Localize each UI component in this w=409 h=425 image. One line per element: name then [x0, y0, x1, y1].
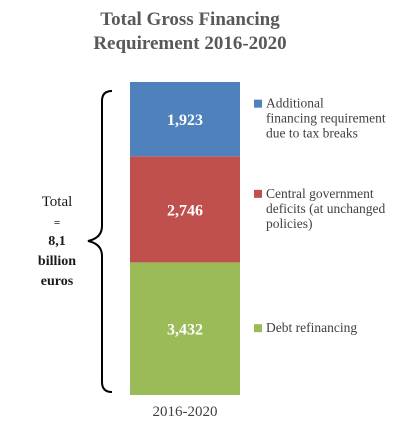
x-tick-label: 2016-2020: [153, 404, 218, 420]
total-value: 8,1: [48, 234, 66, 249]
legend-swatch-1: [254, 324, 262, 333]
total-brace: [87, 90, 113, 393]
legend-label-3-line-2: financing requirement: [266, 111, 386, 126]
total-equals: =: [54, 217, 60, 229]
total-label: Total: [42, 194, 73, 210]
data-label-1: 3,432: [167, 322, 203, 339]
legend-label-2-line-3: policies): [266, 216, 313, 231]
chart-title: Total Gross Financing Requirement 2016-2…: [0, 8, 380, 56]
bar-segment-3: [130, 82, 240, 157]
legend-label-3-line-1: Additional: [266, 96, 324, 111]
bar-segment-2: [130, 156, 240, 263]
legend: Debt refinancing Central governmentdefici…: [254, 96, 386, 335]
legend-swatch-3: [254, 99, 262, 108]
legend-label-2-line-1: Central government: [266, 186, 374, 201]
bar-segment-1: [130, 262, 240, 395]
bar-stack: 3,432 2,746 1,923: [130, 82, 240, 395]
chart-title-line-1: Total Gross Financing: [100, 9, 280, 30]
legend-label-1-line-1: Debt refinancing: [266, 320, 357, 335]
legend-swatch-2: [254, 189, 262, 198]
total-unit-euros: euros: [41, 274, 74, 289]
total-unit-billion: billion: [38, 254, 76, 269]
legend-label-3-line-3: due to tax breaks: [266, 126, 358, 141]
chart-title-line-2: Requirement 2016-2020: [93, 33, 287, 54]
legend-label-2-line-2: deficits (at unchanged: [266, 201, 385, 216]
data-label-2: 2,746: [167, 202, 203, 219]
data-label-3: 1,923: [167, 112, 203, 129]
